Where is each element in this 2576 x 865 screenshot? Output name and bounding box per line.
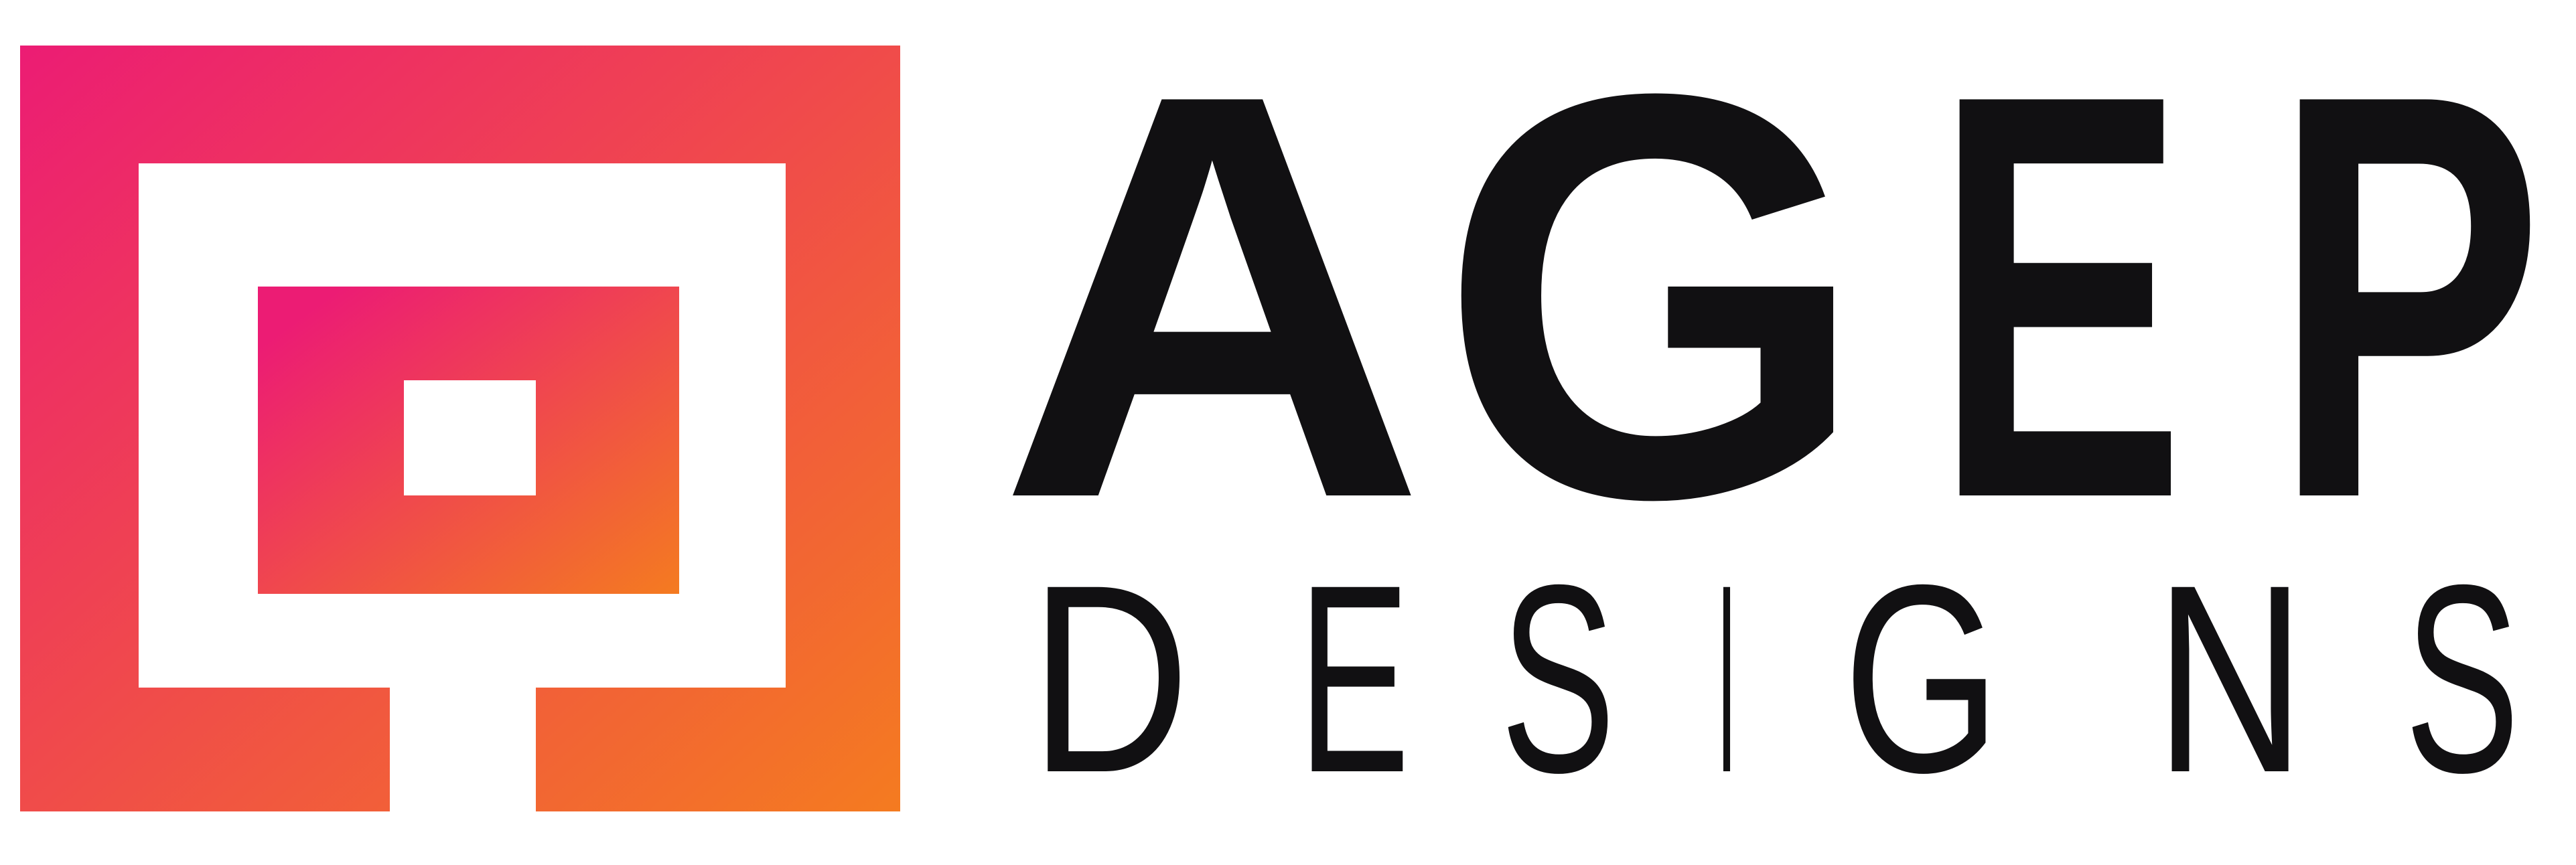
- brand-letter-a: A: [998, 0, 1427, 618]
- tagline-letter-e: E: [1298, 529, 1410, 828]
- brand-letter-p: P: [2273, 0, 2544, 618]
- tagline-letter-g: G: [1843, 529, 2001, 828]
- brand-letter-e: E: [1934, 0, 2186, 618]
- nested-square-maze-icon: [20, 46, 900, 811]
- tagline-letter-s-2: S: [2405, 529, 2520, 828]
- tagline-letter-n: N: [2155, 529, 2305, 828]
- tagline-letter-d: D: [1029, 529, 1190, 828]
- brand-letter-g: G: [1439, 0, 1867, 618]
- inner-square-shape: [258, 287, 679, 594]
- tagline-letter-i: I: [1717, 529, 1737, 828]
- outer-frame-shape: [20, 46, 900, 811]
- tagline-letter-s: S: [1500, 529, 1616, 828]
